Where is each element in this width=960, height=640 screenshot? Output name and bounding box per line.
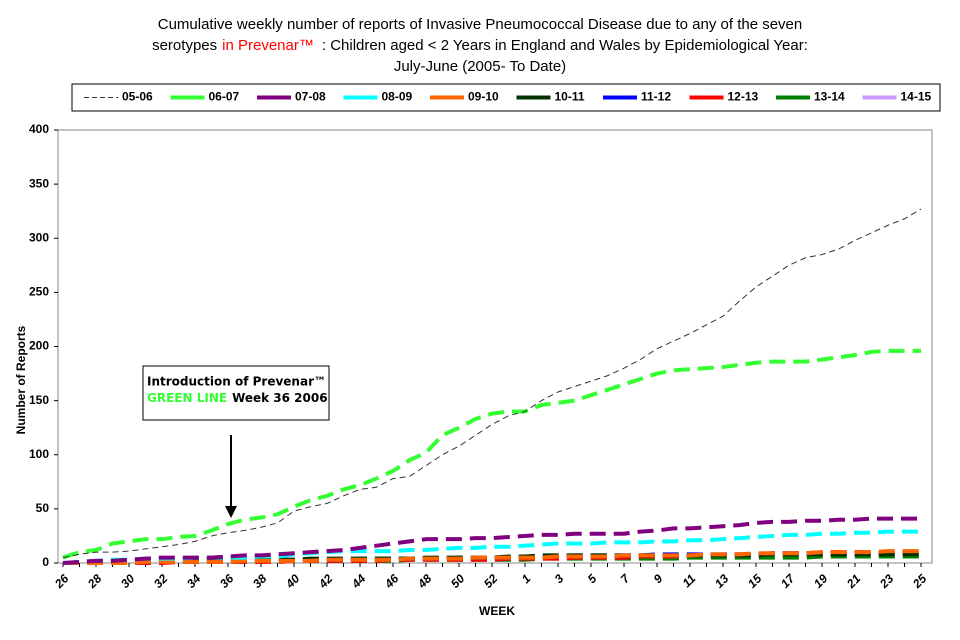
x-tick-label: 44 xyxy=(348,571,368,591)
legend-label: 08-09 xyxy=(382,90,413,104)
y-tick-label: 400 xyxy=(29,122,49,136)
y-tick-label: 200 xyxy=(29,339,49,353)
x-tick-label: 5 xyxy=(585,571,600,586)
y-tick-label: 300 xyxy=(29,230,49,244)
x-tick-label: 38 xyxy=(250,571,270,591)
y-axis-label: Number of Reports xyxy=(14,325,28,434)
y-tick-label: 150 xyxy=(29,393,49,407)
x-tick-label: 36 xyxy=(217,571,237,591)
legend-label: 07-08 xyxy=(295,90,326,104)
chart-title: serotypes xyxy=(152,37,217,54)
chart-title: : Children aged < 2 Years in England and… xyxy=(322,37,808,54)
chart-title: July-June (2005- To Date) xyxy=(394,58,566,75)
x-tick-label: 21 xyxy=(843,571,863,591)
legend-label: 13-14 xyxy=(814,90,845,104)
annotation-highlight: GREEN LINE xyxy=(147,391,227,405)
x-tick-label: 7 xyxy=(618,571,634,587)
x-tick-label: 13 xyxy=(712,571,732,591)
y-tick-label: 250 xyxy=(29,285,49,299)
x-tick-label: 3 xyxy=(552,571,567,586)
y-tick-label: 0 xyxy=(42,555,49,569)
y-tick-label: 50 xyxy=(36,501,50,515)
x-tick-label: 32 xyxy=(151,571,171,591)
x-tick-label: 52 xyxy=(481,571,501,591)
y-tick-label: 100 xyxy=(29,447,49,461)
chart-title: serotypes in Prevenar™ : Children aged < 2… xyxy=(152,37,808,54)
x-tick-label: 28 xyxy=(84,571,104,591)
x-tick-label: 50 xyxy=(448,571,468,591)
x-tick-label: 15 xyxy=(745,571,765,591)
plot-area xyxy=(57,129,933,564)
x-tick-label: 9 xyxy=(651,571,666,586)
annotation: GREEN LINE Week 36 2006 xyxy=(147,391,328,405)
legend-label: 10-11 xyxy=(555,90,585,104)
x-tick-label: 11 xyxy=(680,571,699,590)
x-tick-label: 25 xyxy=(909,571,929,591)
x-tick-label: 17 xyxy=(778,571,798,591)
legend-label: 11-12 xyxy=(641,90,671,104)
legend-label: 05-06 xyxy=(122,90,153,104)
arrow-head xyxy=(225,506,237,518)
annotation: Introduction of Prevenar™ xyxy=(147,375,326,389)
x-tick-label: 26 xyxy=(51,571,71,591)
x-tick-label: 42 xyxy=(315,571,335,591)
x-axis-label: WEEK xyxy=(479,604,515,618)
legend-label: 06-07 xyxy=(209,90,240,104)
chart-title-highlight: in Prevenar™ xyxy=(222,37,314,54)
x-tick-label: 34 xyxy=(184,571,204,591)
legend-label: 14-15 xyxy=(901,90,932,104)
chart-title: Cumulative weekly number of reports of I… xyxy=(158,16,803,33)
annotation: Week 36 2006 xyxy=(232,391,328,405)
x-tick-label: 19 xyxy=(811,571,831,591)
x-tick-label: 48 xyxy=(414,571,434,591)
y-tick-label: 350 xyxy=(29,176,49,190)
x-tick-label: 46 xyxy=(381,571,401,591)
annotation-box xyxy=(142,365,330,421)
x-tick-label: 30 xyxy=(118,571,138,591)
x-tick-label: 40 xyxy=(282,571,302,591)
series-line xyxy=(62,208,922,559)
legend-label: 12-13 xyxy=(728,90,759,104)
series-line xyxy=(62,348,921,560)
legend-label: 09-10 xyxy=(468,90,499,104)
x-tick-label: 23 xyxy=(876,571,896,591)
x-tick-label: 1 xyxy=(519,571,534,586)
